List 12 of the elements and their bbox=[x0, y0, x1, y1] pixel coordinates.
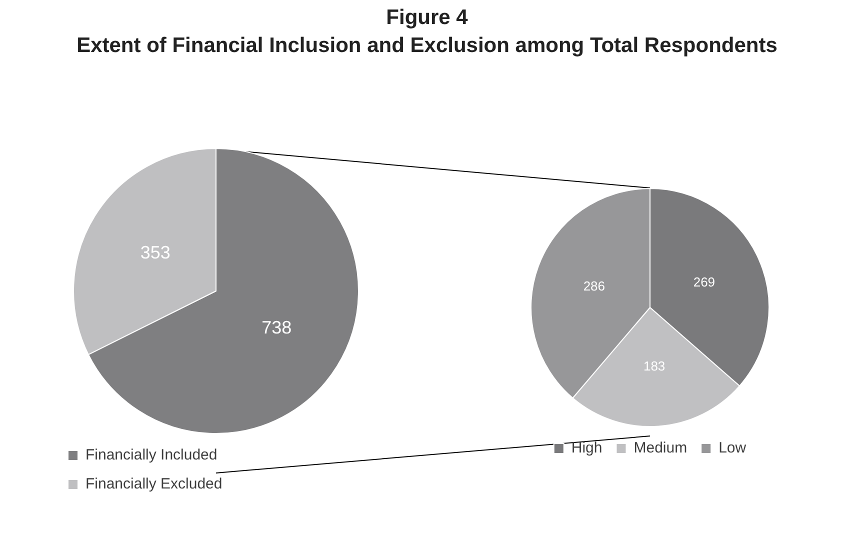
text: Figure 4 bbox=[385, 6, 469, 30]
legend-label: Medium bbox=[634, 440, 688, 457]
data-label: 269 bbox=[693, 274, 716, 290]
legend-label: Financially Included bbox=[86, 446, 218, 464]
data-label: 353 bbox=[140, 242, 170, 262]
legend-label: Financially Excluded bbox=[86, 476, 222, 493]
legend-label: Low bbox=[718, 440, 746, 457]
data-label: 286 bbox=[583, 278, 606, 294]
data-label: 738 bbox=[262, 317, 292, 338]
text: Extent of Financial Inclusion and Exclusion among Total Respondents bbox=[76, 34, 778, 58]
legend-label: High bbox=[571, 440, 602, 457]
data-label: 183 bbox=[643, 358, 666, 374]
